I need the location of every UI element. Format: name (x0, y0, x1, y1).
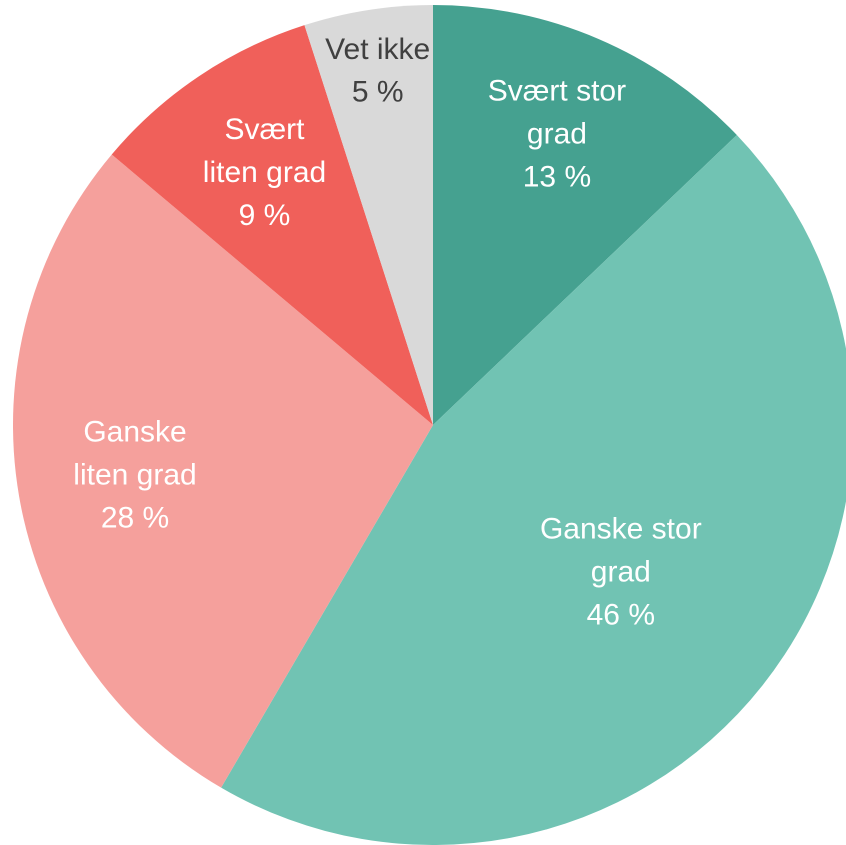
slice-label: Svært stor grad (488, 74, 626, 150)
pie-slice (12, 154, 433, 788)
slice-value-label: 13 % (523, 160, 591, 193)
pie-slice (111, 25, 434, 426)
pie-slice (433, 5, 737, 425)
slice-value-label: 9 % (239, 199, 291, 232)
slice-value-label: 46 % (587, 598, 655, 631)
slice-label: Ganske stor grad (540, 512, 702, 588)
slice-value-label: 28 % (101, 501, 169, 534)
slice-label: Ganske liten grad (73, 415, 196, 491)
pie-slice (221, 135, 846, 845)
pie-slice (304, 4, 433, 425)
slice-value-label: 5 % (352, 76, 404, 109)
slice-label: Vet ikke (325, 33, 430, 66)
slice-label: Svært liten grad (203, 113, 326, 189)
